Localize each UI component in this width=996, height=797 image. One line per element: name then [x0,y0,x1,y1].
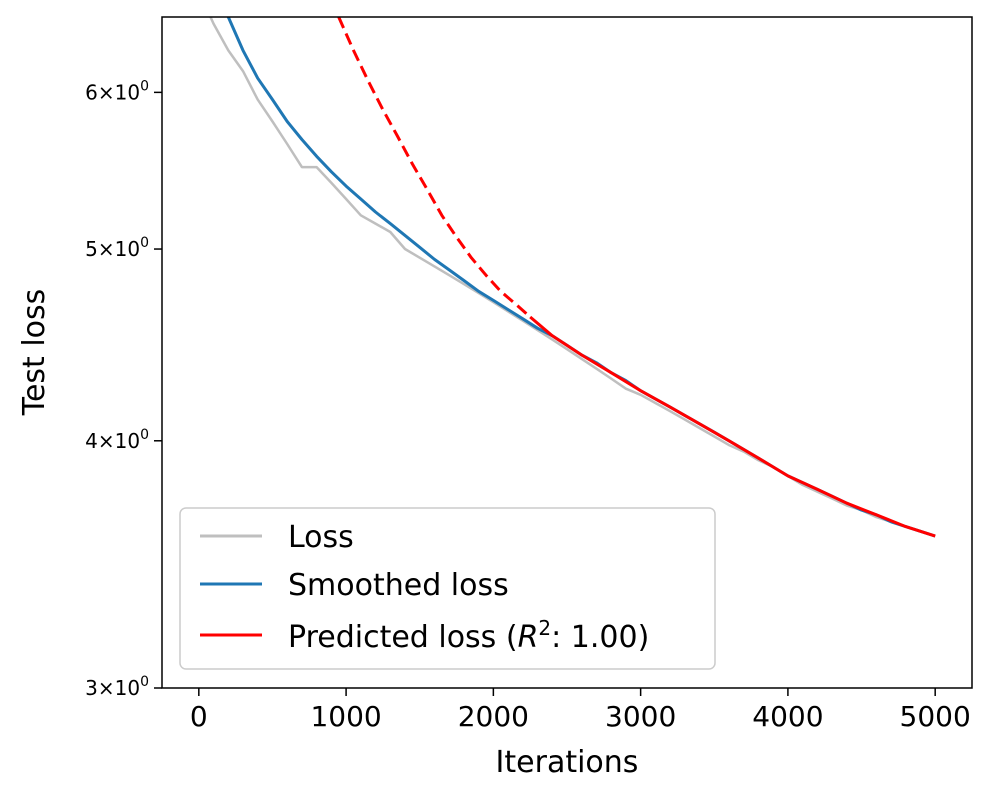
x-tick-label: 5000 [900,700,971,733]
x-tick-label: 3000 [605,700,676,733]
y-axis-label: Test loss [17,289,52,417]
series-predicted-loss [529,315,936,538]
x-axis: 0 1000 2000 3000 4000 5000 [190,688,971,733]
x-axis-label: Iterations [496,745,639,780]
y-tick-label: 5×100 [85,235,149,261]
y-tick-label: 4×100 [85,427,149,453]
plot-frame [161,16,973,689]
legend-box [179,507,716,670]
series-predicted-loss-extrapolation [337,17,532,319]
x-tick-label: 1000 [310,700,381,733]
legend-label-predicted: Predicted loss (R2: 1.00) [288,616,649,655]
y-tick-label: 3×100 [85,674,149,700]
series-layer [209,17,936,538]
y-axis: 3×100 4×100 5×100 6×100 [85,78,162,700]
series-loss [209,17,936,538]
legend-label-smoothed: Smoothed loss [288,568,509,603]
legend: Loss Smoothed loss Predicted loss (R2: 1… [179,507,716,670]
legend-label-loss: Loss [288,520,354,555]
y-tick-label: 6×100 [85,78,149,104]
x-tick-label: 0 [190,700,208,733]
x-tick-label: 2000 [458,700,529,733]
x-tick-label: 4000 [752,700,823,733]
